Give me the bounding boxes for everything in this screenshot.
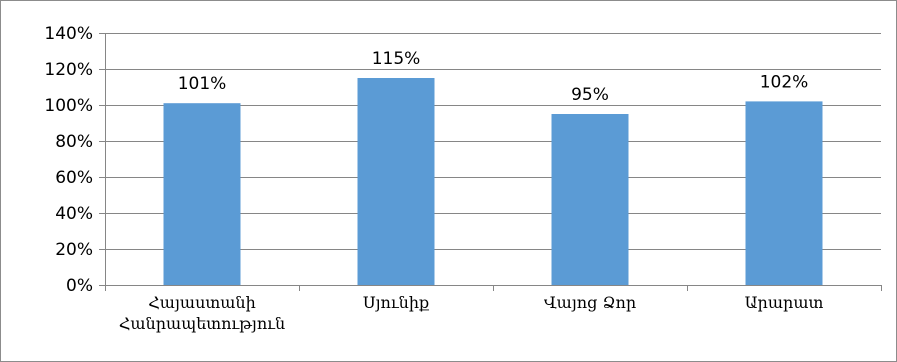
bar <box>745 101 823 286</box>
data-label: 95% <box>571 85 609 105</box>
y-tick-label: 140% <box>44 24 93 44</box>
bar <box>357 78 435 285</box>
y-tick-label: 40% <box>55 204 93 224</box>
data-label: 102% <box>760 72 809 92</box>
x-category-label: Վայոց Ձոր <box>544 293 636 312</box>
data-label: 101% <box>178 74 227 94</box>
x-category-label: Սյունիք <box>363 293 430 312</box>
x-category-label: Հայաստանի <box>148 293 256 312</box>
y-tick-label: 60% <box>55 168 93 188</box>
y-tick-label: 0% <box>66 276 93 296</box>
y-tick-label: 120% <box>44 60 93 80</box>
bar <box>551 114 629 285</box>
x-category-label: Հանրապետություն <box>119 314 285 333</box>
data-label: 115% <box>372 49 421 69</box>
y-tick-label: 100% <box>44 96 93 116</box>
x-category-label: Արարատ <box>745 293 824 312</box>
y-tick-label: 20% <box>55 240 93 260</box>
y-tick-label: 80% <box>55 132 93 152</box>
bar <box>163 103 241 285</box>
